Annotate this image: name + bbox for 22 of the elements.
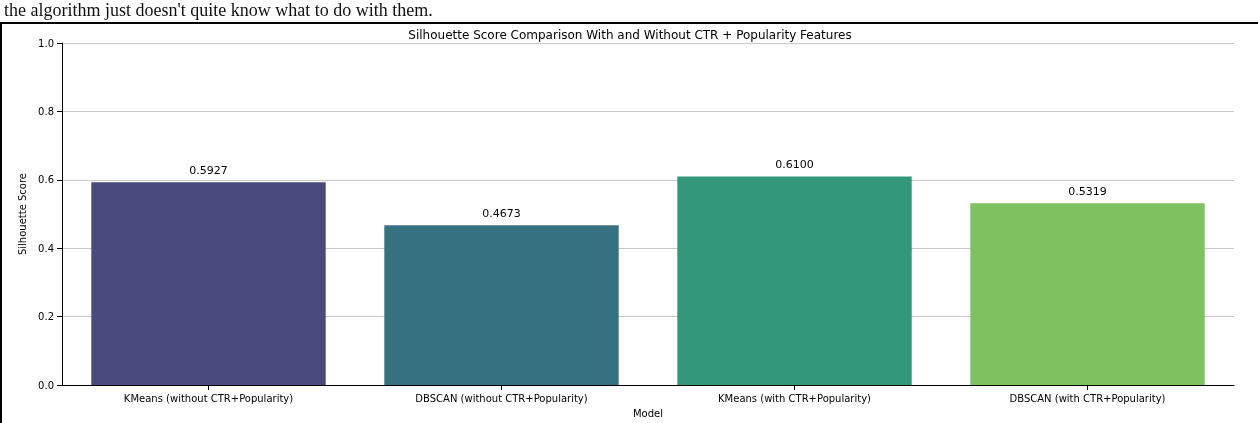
x-axis-title: Model [632,407,664,419]
y-tick-label: 0.2 [38,311,54,323]
x-tick-label: DBSCAN (with CTR+Popularity) [1009,392,1166,404]
x-tick-label: DBSCAN (without CTR+Popularity) [415,392,588,404]
y-tick-label: 1.0 [38,37,54,49]
bar [970,203,1205,386]
bar [384,225,619,386]
text: the algorithm just doesn't quite know what to do with them. [4,0,433,20]
y-tick-label: 0.0 [38,379,54,391]
y-tick-label: 0.6 [38,174,54,186]
y-tick-label: 0.8 [38,105,54,117]
bar [677,176,912,386]
x-tick-label: KMeans (with CTR+Popularity) [718,392,872,404]
data-label: 0.4673 [482,207,521,221]
data-label: 0.5927 [189,164,228,178]
y-axis-title: Silhouette Score [16,173,28,256]
data-label: 0.6100 [775,158,814,172]
y-tick-label: 0.4 [38,242,54,254]
bar [91,182,326,386]
chart-title: Silhouette Score Comparison With and Without CTR + Popularity Features [408,28,852,42]
x-tick-label: KMeans (without CTR+Popularity) [123,392,294,404]
data-label: 0.5319 [1068,185,1107,199]
